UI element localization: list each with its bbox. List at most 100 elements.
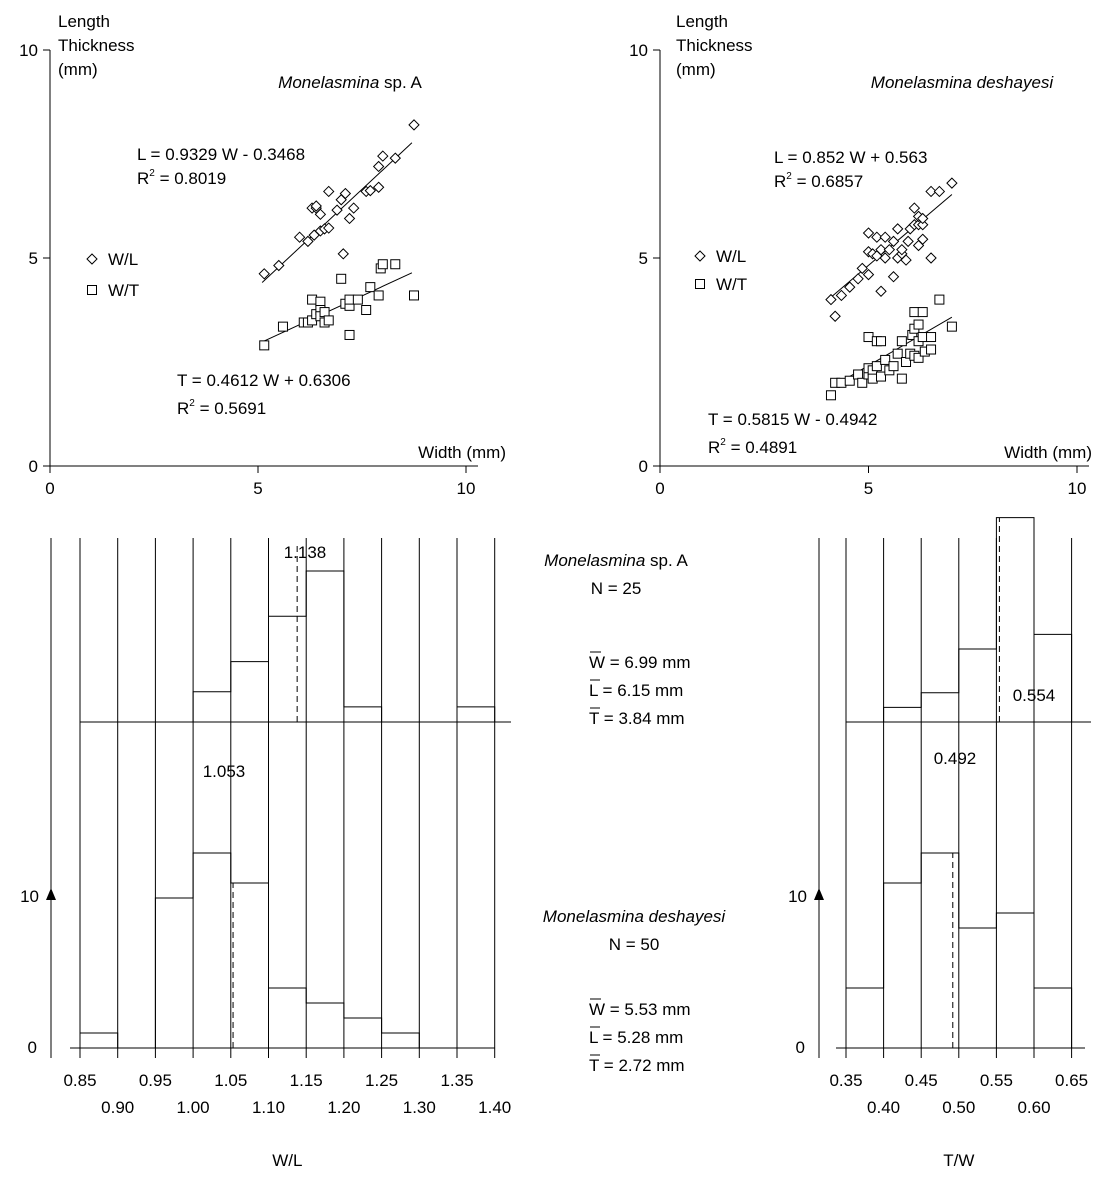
histogram-bar [959, 649, 997, 722]
r-squared-value: = 0.6857 [792, 172, 863, 191]
y-axis-label: Length [676, 12, 728, 31]
point-w-t [307, 294, 318, 305]
point-w-l [875, 285, 887, 297]
point-w-t [934, 294, 945, 305]
x-tick-label: 1.20 [327, 1098, 360, 1117]
point-w-t [409, 290, 419, 301]
r-squared-value: = 0.4891 [726, 438, 797, 457]
point-w-l [389, 152, 401, 164]
point-w-t [825, 390, 836, 401]
point-w-t [390, 259, 401, 270]
legend-marker-w-t [695, 279, 705, 289]
point-w-l [917, 233, 929, 245]
legend-marker-w-l [694, 250, 706, 262]
point-w-l [900, 254, 912, 266]
point-w-t [844, 375, 855, 386]
x-tick-label: 0.60 [1017, 1098, 1050, 1117]
y-tick-label: 0 [639, 457, 648, 476]
point-w-t [901, 357, 912, 367]
point-w-l [887, 271, 900, 283]
x-tick-label: 1.35 [440, 1071, 473, 1090]
chart-title: Monelasmina sp. A [278, 73, 422, 92]
y-tick-label: 10 [629, 41, 648, 60]
point-w-l [364, 184, 377, 197]
point-w-t [871, 361, 882, 372]
point-w-t [909, 307, 920, 318]
point-w-l [871, 231, 883, 243]
point-w-l [852, 273, 864, 285]
point-w-t [336, 273, 347, 284]
histogram-outline-deshayesi [845, 852, 1073, 1048]
mean-label-deshayesi: 0.492 [934, 749, 977, 768]
sample-size-sp-a: N = 25 [591, 579, 642, 598]
point-w-l [302, 235, 314, 248]
r-squared-symbol: R [708, 438, 720, 457]
sample-size-deshayesi: N = 50 [609, 935, 660, 954]
r-squared-w-t: R2 = 0.4891 [708, 437, 797, 457]
point-w-t [880, 354, 891, 365]
x-tick-label: 1.30 [403, 1098, 436, 1117]
r-squared-symbol: R [177, 399, 189, 418]
mean-label-sp-a: 1.138 [284, 543, 327, 562]
mean-thickness-deshayesi: T = 2.72 mm [589, 1056, 685, 1075]
equation-w-t: T = 0.5815 W - 0.4942 [708, 410, 877, 429]
mean-thickness-sp-a: T = 3.84 mm [589, 709, 685, 728]
species-name-deshayesi: Monelasmina deshayesi [543, 907, 727, 926]
point-w-t [365, 282, 376, 293]
point-w-l [331, 204, 343, 216]
y-tick-label: 0 [29, 457, 38, 476]
r-squared-superscript: 2 [149, 168, 155, 179]
histogram-bar [80, 1033, 118, 1048]
x-tick-label: 1.05 [214, 1071, 247, 1090]
point-w-t [352, 294, 363, 305]
point-w-l [933, 185, 946, 198]
point-w-t [361, 305, 372, 315]
legend-label-w-l: W/L [108, 250, 138, 269]
point-w-l [835, 289, 848, 302]
point-w-l [347, 202, 360, 214]
histogram-outline-sp-a [846, 517, 1073, 723]
point-w-l [323, 185, 335, 198]
equation-w-t: T = 0.4612 W + 0.6306 [177, 371, 351, 390]
x-tick-label: 1.00 [177, 1098, 210, 1117]
histogram-bar [231, 883, 269, 1048]
x-tick-label: 1.10 [252, 1098, 285, 1117]
point-w-l [844, 281, 856, 293]
chart-title-italic: Monelasmina [278, 73, 379, 92]
histogram-bar [269, 988, 307, 1048]
x-tick-label: 0 [45, 479, 54, 498]
point-w-l [896, 243, 908, 256]
x-axis-label: T/W [943, 1151, 974, 1170]
equation-w-l: L = 0.9329 W - 0.3468 [137, 145, 305, 164]
point-w-t [896, 336, 907, 347]
histogram-bar [306, 1003, 344, 1048]
x-tick-label: 1.40 [478, 1098, 511, 1117]
histogram-outline-sp-a [80, 570, 496, 723]
point-w-t [892, 348, 903, 359]
r-squared-superscript: 2 [189, 398, 195, 409]
y-tick-label: 5 [29, 249, 38, 268]
histogram-bar [846, 988, 884, 1048]
r-squared-superscript: 2 [720, 437, 726, 448]
r-squared-w-t: R2 = 0.5691 [177, 398, 266, 418]
point-w-t [853, 369, 864, 380]
legend-marker-w-t [87, 285, 97, 295]
summary-deshayesi: Monelasmina deshayesi N = 50 W = 5.53 mm… [543, 907, 727, 1075]
x-axis-label: Width (mm) [1004, 443, 1092, 462]
histogram-bar [457, 707, 495, 722]
x-tick-label: 0.65 [1055, 1071, 1088, 1090]
mean-width-deshayesi: W = 5.53 mm [589, 1000, 691, 1019]
histogram-bar [193, 692, 231, 722]
histogram-bar [344, 707, 382, 722]
point-w-t [917, 307, 928, 318]
x-tick-label: 0.55 [980, 1071, 1013, 1090]
point-w-l [310, 200, 322, 212]
x-tick-label: 0.90 [101, 1098, 134, 1117]
x-tick-label: 1.15 [290, 1071, 323, 1090]
histogram-bar [996, 913, 1034, 1048]
point-w-l [372, 160, 385, 173]
r-squared-superscript: 2 [786, 171, 792, 182]
histogram-bar [155, 898, 193, 1048]
histogram-bar [193, 853, 231, 1048]
point-w-l [891, 223, 904, 235]
